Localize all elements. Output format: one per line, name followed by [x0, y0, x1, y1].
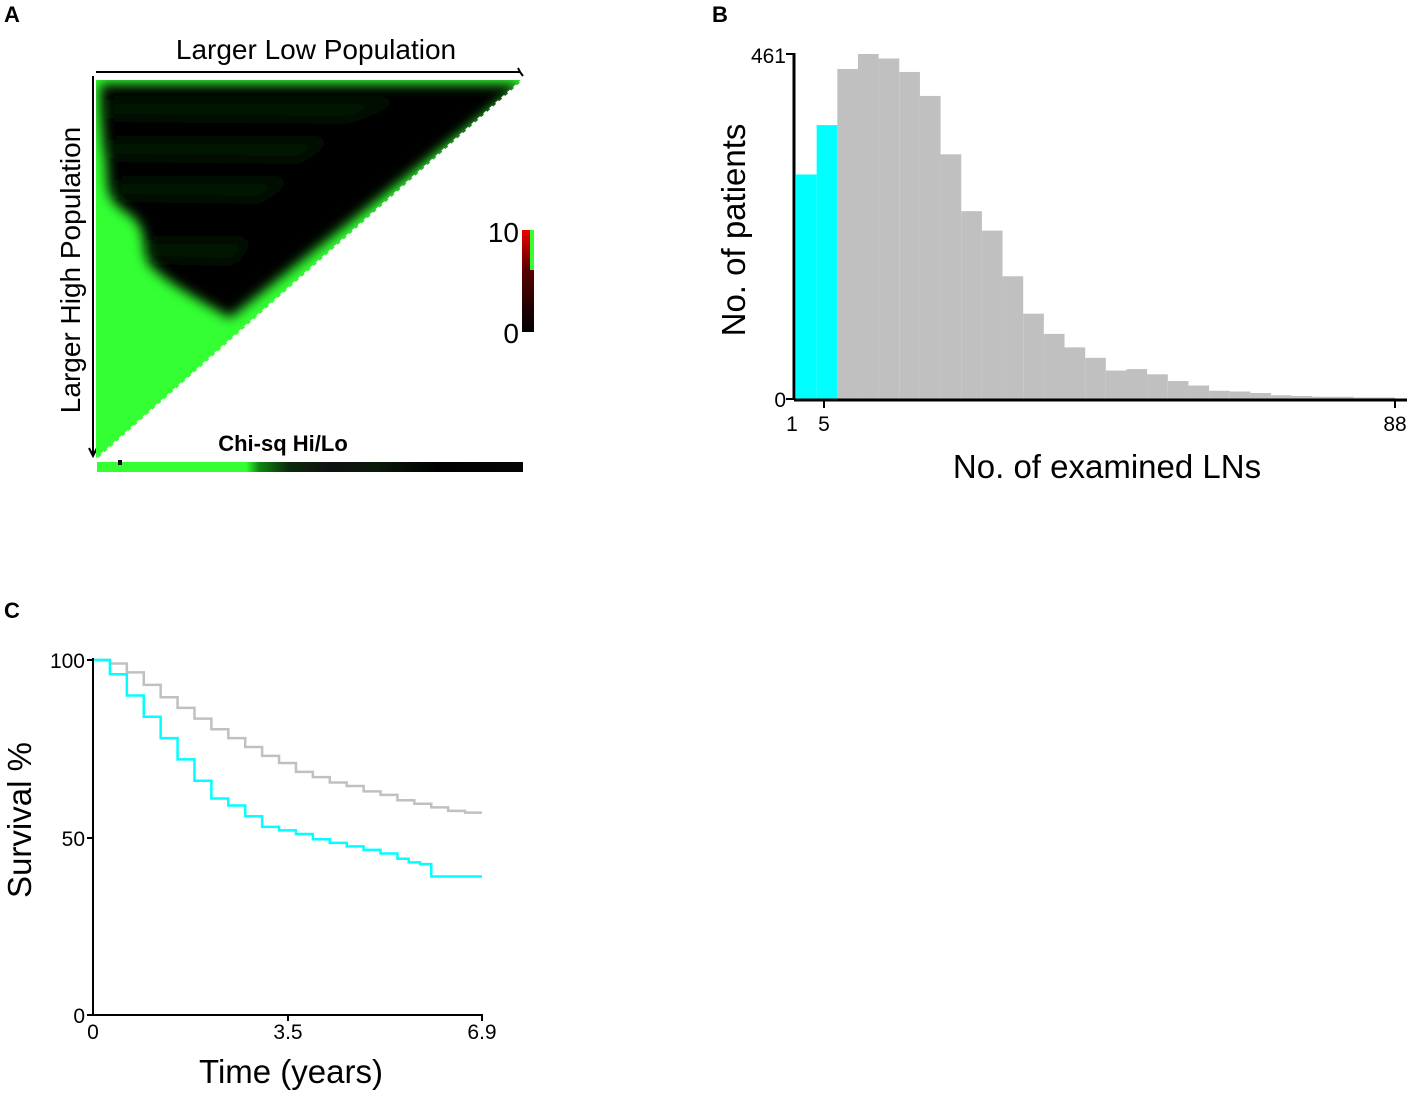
- colorbar-min-label: 0: [503, 318, 519, 349]
- histogram-bar: [857, 54, 879, 399]
- survival-curve-cyan: [93, 658, 482, 878]
- chi-sq-marker: [118, 460, 122, 465]
- top-axis-arrow: [96, 67, 524, 77]
- histogram-bar: [1064, 347, 1086, 399]
- histogram-bar: [816, 125, 838, 399]
- histogram-bar: [1085, 357, 1106, 399]
- histogram-bar: [878, 58, 900, 400]
- heatmap-top-label: Larger Low Population: [176, 34, 456, 65]
- histogram-y-tick-label-max: 461: [751, 45, 786, 68]
- histogram-bar: [1043, 333, 1065, 399]
- survival-y-tick-label-50: 50: [62, 828, 85, 851]
- histogram-x-tick-label-88: 88: [1383, 413, 1406, 436]
- histogram-x-tick-label-1: 1: [786, 413, 798, 436]
- histogram-bar: [1147, 374, 1168, 399]
- heatmap-left-label: Larger High Population: [55, 127, 86, 413]
- heatmap-triangle: [96, 80, 523, 460]
- histogram-bar: [1271, 395, 1292, 399]
- histogram-bar: [981, 230, 1003, 399]
- survival-y-tick-label-100: 100: [50, 650, 85, 673]
- histogram-bars: [796, 54, 1395, 400]
- survival-x-tick-label-0: 0: [87, 1021, 99, 1044]
- histogram-bar: [899, 71, 920, 400]
- chi-sq-strip: [97, 462, 523, 472]
- histogram-bar: [1250, 393, 1272, 399]
- survival-curves: [93, 658, 482, 878]
- panel-letter-b: B: [712, 2, 728, 27]
- histogram-bar: [1312, 396, 1334, 399]
- histogram-x-label: No. of examined LNs: [953, 448, 1261, 485]
- histogram-y-tick-label-min: 0: [774, 389, 786, 412]
- chi-sq-label: Chi-sq Hi/Lo: [218, 431, 348, 456]
- histogram-bar: [919, 95, 941, 399]
- survival-y-tick-label-0: 0: [73, 1005, 85, 1028]
- histogram-bar: [1167, 381, 1189, 399]
- survival-y-label: Survival %: [1, 742, 38, 898]
- histogram-bar: [1105, 370, 1127, 399]
- panel-letter-a: A: [4, 2, 20, 27]
- histogram-bar: [796, 174, 817, 399]
- colorbar-max-label: 10: [488, 217, 519, 248]
- survival-x-tick-label-3-5: 3.5: [273, 1021, 302, 1044]
- histogram-y-label: No. of patients: [715, 124, 752, 337]
- histogram-bar: [1229, 391, 1251, 399]
- histogram-bar: [837, 68, 858, 399]
- histogram-bar: [1023, 313, 1044, 399]
- heatmap-dark-region: [100, 84, 523, 318]
- histogram-bar: [1333, 396, 1354, 399]
- histogram-bar: [1353, 397, 1375, 399]
- panel-letter-c: C: [4, 598, 20, 623]
- panel-a: A Larger Low Population Larger High Popu…: [4, 2, 534, 472]
- survival-x-tick-label-6-9: 6.9: [467, 1021, 496, 1044]
- histogram-x-tick-label-5: 5: [818, 413, 830, 436]
- histogram-bar: [1209, 390, 1230, 399]
- panel-c: C 100 50 0 0 3.5 6.9 Time (years) Surviv…: [1, 598, 497, 1090]
- histogram-bar: [1126, 369, 1148, 399]
- histogram-bar: [1188, 385, 1210, 399]
- histogram-bar: [961, 211, 982, 399]
- histogram-bar: [1374, 397, 1395, 399]
- survival-curve-gray: [93, 658, 482, 814]
- colorbar-green-cap: [530, 230, 534, 270]
- panel-b: B 461 0 1 5 88 No. of examined LNs No. o…: [712, 2, 1407, 485]
- left-axis-arrow: [88, 76, 98, 459]
- histogram-bar: [1002, 276, 1024, 399]
- histogram-bar: [1291, 396, 1313, 399]
- histogram-bar: [940, 154, 962, 399]
- survival-x-label: Time (years): [199, 1053, 383, 1090]
